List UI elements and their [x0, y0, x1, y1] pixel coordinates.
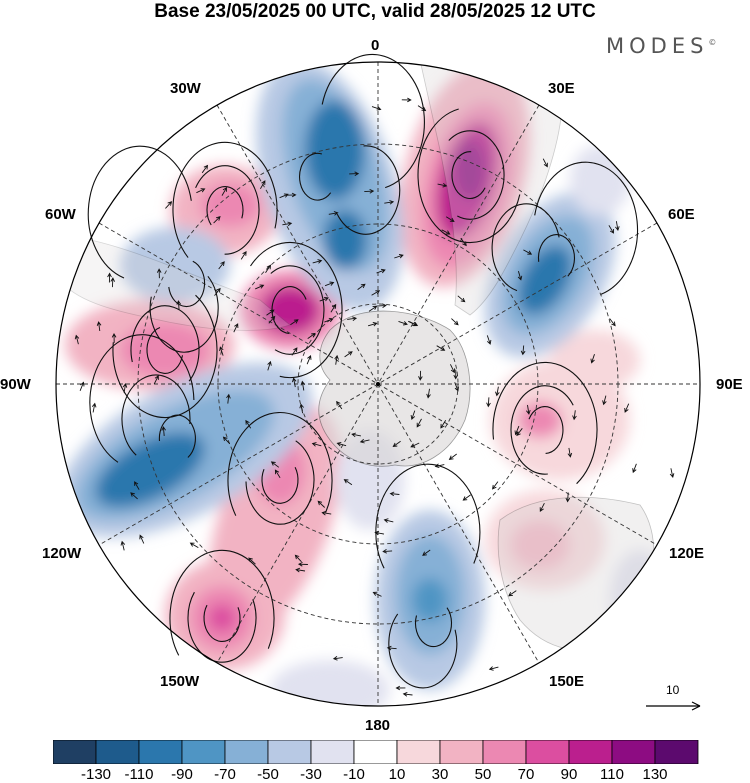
- colorbar-swatch: [655, 740, 698, 764]
- colorbar-swatch: [311, 740, 354, 764]
- colorbar-tick-label: -50: [257, 766, 279, 783]
- colorbar-swatch: [612, 740, 655, 764]
- colorbar-tick-label: 30: [432, 766, 449, 783]
- colorbar-swatch: [397, 740, 440, 764]
- south-pole-marker: [376, 382, 380, 386]
- colorbar: [53, 740, 703, 764]
- lon-label-90w: 90W: [0, 376, 31, 393]
- colorbar-tick-label: -30: [300, 766, 322, 783]
- colorbar-tick-label: -110: [125, 766, 154, 783]
- reference-vector-label: 10: [666, 683, 679, 697]
- colorbar-tick-label: 110: [600, 766, 624, 783]
- lon-label-30e: 30E: [548, 80, 575, 97]
- colorbar-tick-label: 10: [389, 766, 406, 783]
- colorbar-swatch: [440, 740, 483, 764]
- lon-label-150e: 150E: [549, 673, 584, 690]
- colorbar-tick-label: -90: [171, 766, 193, 783]
- lon-label-120e: 120E: [669, 545, 704, 562]
- colorbar-swatch: [53, 740, 96, 764]
- colorbar-swatch: [569, 740, 612, 764]
- colorbar-swatch: [483, 740, 526, 764]
- colorbar-tick-label: 130: [642, 766, 667, 783]
- lon-label-60e: 60E: [668, 206, 695, 223]
- colorbar-tick-label: -10: [343, 766, 365, 783]
- colorbar-swatch: [182, 740, 225, 764]
- colorbar-swatch: [225, 740, 268, 764]
- reference-vector: [646, 702, 700, 710]
- colorbar-swatch: [354, 740, 397, 764]
- lon-label-120w: 120W: [42, 545, 81, 562]
- colorbar-swatch: [526, 740, 569, 764]
- lon-label-90e: 90E: [716, 376, 743, 393]
- colorbar-swatch: [268, 740, 311, 764]
- colorbar-tick-label: 50: [475, 766, 492, 783]
- lon-label-30w: 30W: [170, 80, 201, 97]
- colorbar-tick-label: -130: [81, 766, 111, 783]
- colorbar-tick-label: 70: [518, 766, 535, 783]
- colorbar-tick-label: -70: [214, 766, 236, 783]
- lon-label-60w: 60W: [45, 206, 76, 223]
- colorbar-tick-label: 90: [561, 766, 578, 783]
- lon-label-150w: 150W: [160, 673, 199, 690]
- lon-label-0: 0: [371, 37, 379, 54]
- lon-label-180: 180: [365, 717, 390, 734]
- colorbar-swatch: [139, 740, 182, 764]
- colorbar-swatch: [96, 740, 139, 764]
